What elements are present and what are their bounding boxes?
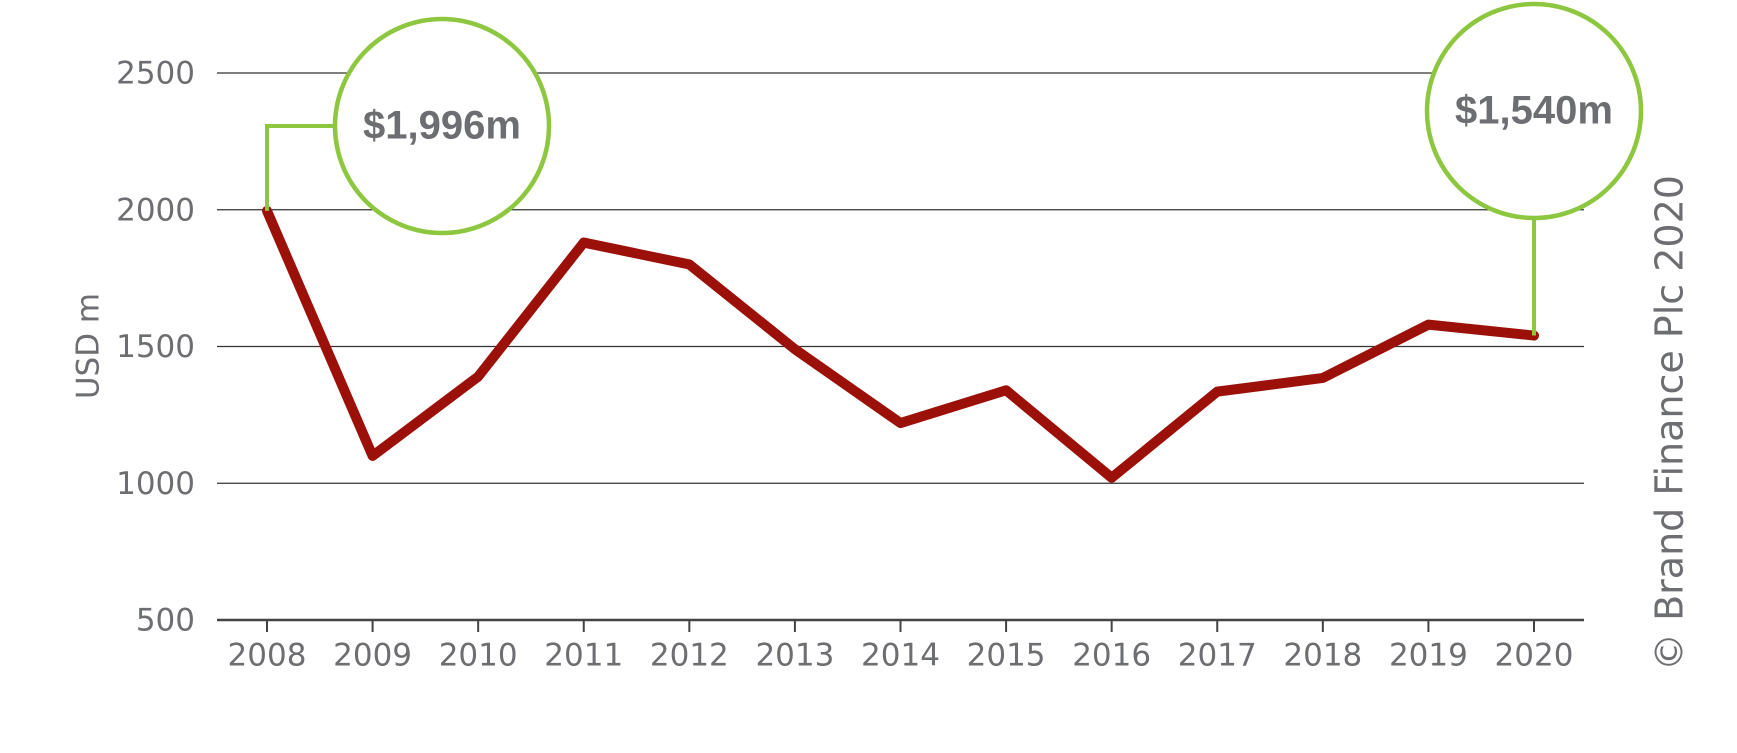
- x-tick-label: 2019: [1389, 638, 1468, 674]
- x-tick-label: 2020: [1495, 638, 1574, 674]
- callout-circle: [332, 16, 552, 236]
- x-tick-label: 2017: [1178, 638, 1257, 674]
- y-tick-label: 1000: [116, 466, 195, 502]
- x-tick-label: 2015: [967, 638, 1046, 674]
- y-tick-label: 2000: [116, 192, 195, 228]
- x-tick-label: 2018: [1283, 638, 1362, 674]
- x-tick-label: 2012: [650, 638, 729, 674]
- line: [262, 205, 1539, 483]
- copyright: © Brand Finance Plc 2020: [1648, 175, 1692, 671]
- x-tick-label: 2009: [333, 638, 412, 674]
- value-label: $1,540m: [1455, 89, 1613, 133]
- x-tick-label: 2011: [544, 638, 623, 674]
- x-tick-label: 2008: [228, 638, 307, 674]
- x-tick-label: 2013: [755, 638, 834, 674]
- callout-connector: [265, 124, 334, 211]
- x-tick-label: 2016: [1072, 638, 1151, 674]
- x-tick-label: 2010: [439, 638, 518, 674]
- y-axis-title: USD m: [71, 293, 107, 399]
- y-tick-label: 2500: [116, 56, 195, 92]
- x-tick-label: 2014: [861, 638, 940, 674]
- callout-circle: [1424, 1, 1644, 221]
- y-tick-label: 1500: [116, 329, 195, 365]
- value-label: $1,996m: [363, 104, 521, 148]
- y-tick-label: 500: [136, 603, 195, 639]
